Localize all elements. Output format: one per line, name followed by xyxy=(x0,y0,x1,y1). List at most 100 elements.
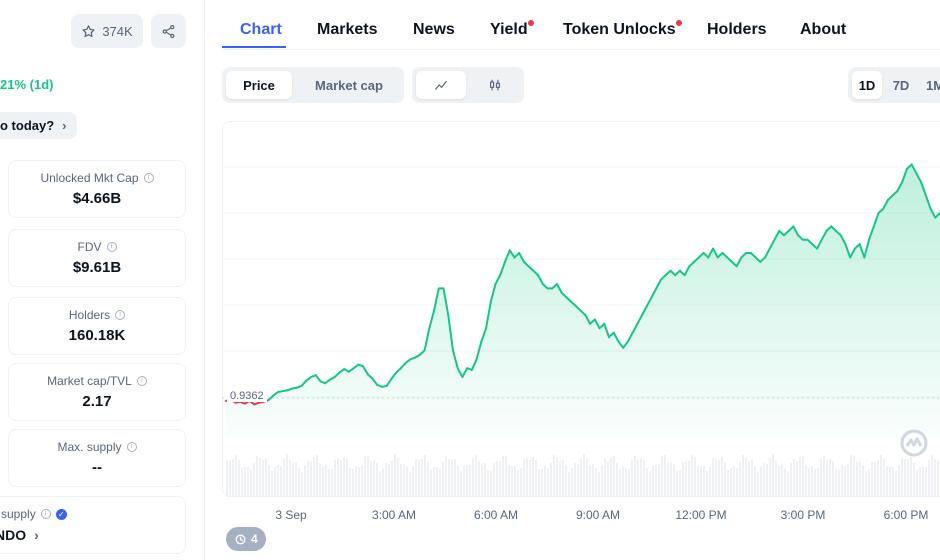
volume-bar xyxy=(481,463,483,497)
volume-bar xyxy=(658,464,660,497)
volume-bar xyxy=(310,462,312,497)
range-label: 7D xyxy=(892,77,910,93)
volume-bar xyxy=(829,459,831,497)
watchlist-button[interactable]: 374K xyxy=(71,14,143,48)
x-axis-tick-label: 6:00 PM xyxy=(883,508,929,522)
range-7d-button[interactable]: 7D xyxy=(886,71,916,99)
volume-bar xyxy=(865,471,867,497)
price-line-segment xyxy=(532,269,540,277)
line-chart-button[interactable] xyxy=(416,71,466,99)
volume-bar xyxy=(886,466,888,497)
price-line-segment xyxy=(726,256,733,263)
price-line-segment xyxy=(754,256,762,263)
volume-bar xyxy=(691,455,693,497)
price-toggle-button[interactable]: Price xyxy=(226,71,292,99)
volume-bar xyxy=(616,463,618,497)
volume-bar xyxy=(916,470,918,497)
volume-bar xyxy=(382,469,384,497)
volume-bar xyxy=(589,465,591,497)
supply-label: supply xyxy=(1,507,36,521)
verified-check-icon: ✓ xyxy=(55,508,67,520)
candlestick-chart-button[interactable] xyxy=(470,71,520,99)
stat-label: FDV xyxy=(77,240,102,254)
events-badge[interactable]: 4 xyxy=(226,527,266,551)
volume-bar xyxy=(406,467,408,497)
volume-bar xyxy=(727,470,729,497)
info-icon[interactable]: i xyxy=(126,442,137,452)
volume-bar xyxy=(700,466,702,497)
price-line-segment xyxy=(551,283,558,290)
price-line-segment xyxy=(830,225,837,232)
price-line-segment xyxy=(390,371,398,380)
range-1d-button[interactable]: 1D xyxy=(852,71,882,99)
price-line-segment xyxy=(503,249,511,263)
tab-news[interactable]: News xyxy=(413,21,455,39)
tab-token-unlocks[interactable]: Token Unlocks xyxy=(563,20,682,39)
price-line-segment xyxy=(470,358,478,371)
volume-bar xyxy=(421,459,423,497)
volume-bar xyxy=(748,461,750,497)
info-icon[interactable]: i xyxy=(40,509,51,519)
volume-bar xyxy=(442,462,444,497)
price-line-segment xyxy=(768,238,776,250)
volume-bar xyxy=(403,464,405,497)
price-line-segment xyxy=(399,361,407,370)
volume-bar xyxy=(766,464,768,497)
volume-bar xyxy=(775,461,777,497)
tab-yield[interactable]: Yield xyxy=(490,20,534,39)
volume-bar xyxy=(508,465,510,497)
volume-bar xyxy=(367,456,369,497)
volume-bar xyxy=(556,457,558,497)
price-line-segment xyxy=(707,247,715,259)
price-line-segment xyxy=(300,379,308,387)
volume-bar xyxy=(541,469,543,497)
volume-bar xyxy=(466,465,468,497)
why-price-button[interactable]: o today? › xyxy=(0,112,77,139)
info-icon[interactable]: i xyxy=(106,242,117,252)
volume-bar xyxy=(550,463,552,497)
price-line-segment xyxy=(924,194,932,210)
notification-dot xyxy=(527,20,534,26)
volume-bar xyxy=(838,470,840,497)
volume-bar xyxy=(427,462,429,497)
volume-bar xyxy=(430,469,432,497)
stat-value: 160.18K xyxy=(68,327,126,344)
tab-chart[interactable]: Chart xyxy=(240,21,282,39)
volume-bar xyxy=(688,461,690,497)
volume-bar xyxy=(553,455,555,497)
price-line-segment xyxy=(858,243,866,259)
volume-bar xyxy=(925,467,927,497)
price-line-segment xyxy=(669,269,677,277)
price-line-segment xyxy=(593,318,601,330)
supply-value-link[interactable]: NDO › xyxy=(0,527,39,543)
info-icon[interactable]: i xyxy=(115,310,126,320)
share-button[interactable] xyxy=(151,14,186,48)
price-line-segment xyxy=(905,163,913,170)
price-line-segment xyxy=(787,225,795,232)
volume-bar xyxy=(454,459,456,497)
price-line-segment xyxy=(541,283,549,290)
price-chart[interactable]: 0.9362 3 Sep 3:00 AM 6:00 AM 9:00 AM 12:00 P… xyxy=(222,121,940,560)
volume-bar xyxy=(649,471,651,497)
volume-bar xyxy=(316,455,318,497)
tab-markets[interactable]: Markets xyxy=(317,21,377,39)
volume-bar xyxy=(841,465,843,497)
price-line-segment xyxy=(664,269,672,277)
volume-bar xyxy=(400,464,402,497)
price-line-segment xyxy=(660,274,667,281)
info-icon[interactable]: i xyxy=(136,376,147,386)
price-line-segment xyxy=(683,265,691,277)
volume-bar xyxy=(484,463,486,497)
market-cap-toggle-button[interactable]: Market cap xyxy=(298,71,400,99)
tab-holders[interactable]: Holders xyxy=(707,21,767,39)
range-1m-button[interactable]: 1M xyxy=(920,71,940,99)
volume-bar xyxy=(769,458,771,497)
info-icon[interactable]: i xyxy=(143,173,154,183)
volume-bar xyxy=(313,457,315,497)
volume-bar xyxy=(388,464,390,497)
volume-bar xyxy=(733,466,735,497)
stat-label: Holders xyxy=(68,308,111,322)
tab-about[interactable]: About xyxy=(800,21,846,39)
volume-bar xyxy=(709,467,711,497)
price-line-segment xyxy=(333,371,341,378)
